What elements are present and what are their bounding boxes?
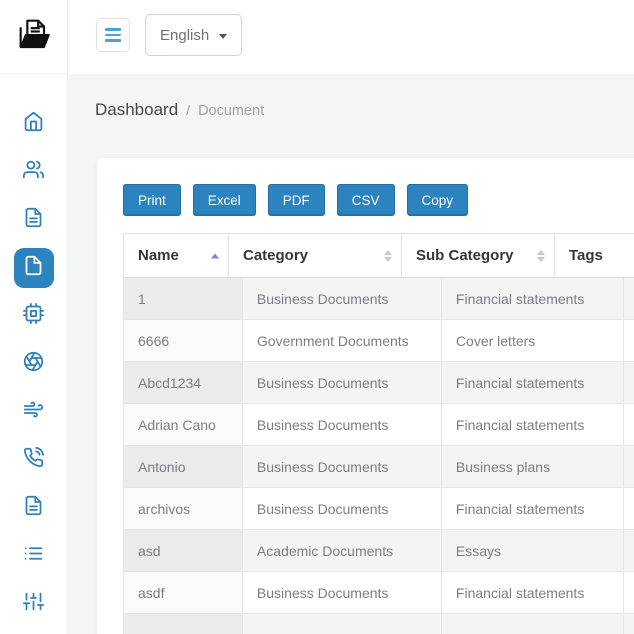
aperture-icon — [23, 351, 44, 377]
table-row-partial — [123, 614, 634, 634]
cell-sub-category — [442, 614, 624, 634]
cell-name — [123, 614, 243, 634]
cell-tags — [623, 572, 634, 614]
cell-name: Abcd1234 — [123, 362, 243, 404]
export-toolbar: Print Excel PDF CSV Copy — [123, 184, 634, 216]
sidebar-item-phone[interactable] — [14, 440, 54, 480]
sidebar-item-aperture[interactable] — [14, 344, 54, 384]
cell-tags — [623, 362, 634, 404]
cell-category — [243, 614, 442, 634]
cell-category: Business Documents — [242, 572, 442, 614]
cpu-icon — [23, 303, 44, 329]
breadcrumb: Dashboard / Document — [95, 100, 634, 120]
sidebar — [0, 0, 68, 634]
hamburger-icon — [105, 28, 121, 42]
cell-sub-category: Business plans — [441, 446, 624, 488]
column-header-category[interactable]: Category — [229, 234, 402, 278]
main-content: Dashboard / Document Print Excel PDF CSV… — [68, 74, 634, 634]
sort-asc-icon — [211, 253, 219, 258]
cell-name: 6666 — [123, 320, 243, 362]
phone-call-icon — [23, 447, 44, 473]
table-row: archivos Business Documents Financial st… — [123, 488, 634, 530]
topbar: English — [68, 0, 634, 74]
table-row: 6666 Government Documents Cover letters — [123, 320, 634, 362]
table-row: Adrian Cano Business Documents Financial… — [123, 404, 634, 446]
table-row: asdf Business Documents Financial statem… — [123, 572, 634, 614]
cell-sub-category: Financial statements — [441, 278, 624, 320]
cell-name: archivos — [123, 488, 243, 530]
column-header-name[interactable]: Name — [123, 234, 229, 278]
file-icon — [23, 255, 44, 281]
cell-name: 1 — [123, 278, 243, 320]
cell-category: Business Documents — [242, 488, 442, 530]
pdf-button[interactable]: PDF — [267, 184, 325, 216]
cell-tags — [623, 320, 634, 362]
cell-category: Business Documents — [242, 362, 442, 404]
table-body: 1 Business Documents Financial statement… — [123, 278, 634, 634]
cell-tags — [623, 278, 634, 320]
folder-document-logo-icon — [14, 14, 54, 59]
cell-tags — [623, 530, 634, 572]
table-row: Antonio Business Documents Business plan… — [123, 446, 634, 488]
sidebar-item-home[interactable] — [14, 104, 54, 144]
cell-tags — [623, 488, 634, 530]
cell-sub-category: Financial statements — [441, 404, 624, 446]
sidebar-item-documents-active[interactable] — [13, 248, 54, 288]
cell-category: Business Documents — [242, 404, 442, 446]
cell-category: Business Documents — [242, 278, 442, 320]
users-icon — [23, 159, 44, 185]
table-header-row: Name Category Sub Category Tags — [123, 233, 634, 278]
document-table-card: Print Excel PDF CSV Copy Name Category S… — [97, 158, 634, 634]
table-row: asd Academic Documents Essays — [123, 530, 634, 572]
column-header-sub-category[interactable]: Sub Category — [402, 234, 555, 278]
csv-button[interactable]: CSV — [336, 184, 395, 216]
cell-category: Academic Documents — [242, 530, 442, 572]
cell-sub-category: Cover letters — [441, 320, 624, 362]
sliders-icon — [23, 591, 44, 617]
breadcrumb-dashboard-link[interactable]: Dashboard — [95, 100, 179, 119]
table-row: 1 Business Documents Financial statement… — [123, 278, 634, 320]
sidebar-item-wind[interactable] — [14, 392, 54, 432]
sidebar-nav — [0, 104, 67, 624]
cell-name: asdf — [123, 572, 243, 614]
file-text-icon — [23, 207, 44, 233]
cell-category: Business Documents — [242, 446, 442, 488]
print-button[interactable]: Print — [123, 184, 181, 216]
sort-both-icon — [384, 249, 392, 262]
chevron-down-icon — [219, 33, 228, 39]
cell-name: asd — [123, 530, 243, 572]
copy-button[interactable]: Copy — [406, 184, 469, 216]
breadcrumb-current-page: Document — [198, 103, 265, 119]
app-logo[interactable] — [0, 0, 67, 74]
document-icon — [23, 495, 44, 521]
cell-tags — [624, 614, 634, 634]
sidebar-item-cpu[interactable] — [14, 296, 54, 336]
cell-name: Antonio — [123, 446, 243, 488]
cell-sub-category: Financial statements — [441, 362, 624, 404]
language-dropdown-value: English — [160, 26, 210, 44]
cell-sub-category: Financial statements — [441, 572, 624, 614]
cell-tags — [623, 446, 634, 488]
sidebar-item-users[interactable] — [14, 152, 54, 192]
table-row: Abcd1234 Business Documents Financial st… — [123, 362, 634, 404]
language-dropdown[interactable]: English — [145, 14, 243, 56]
cell-sub-category: Essays — [441, 530, 624, 572]
sidebar-item-file-text[interactable] — [14, 200, 54, 240]
excel-button[interactable]: Excel — [192, 184, 256, 216]
column-header-tags[interactable]: Tags — [555, 234, 634, 278]
cell-name: Adrian Cano — [123, 404, 243, 446]
home-icon — [23, 111, 44, 137]
documents-table: Name Category Sub Category Tags — [123, 233, 634, 634]
cell-tags — [623, 404, 634, 446]
sort-both-icon — [537, 249, 545, 262]
sidebar-item-document[interactable] — [14, 488, 54, 528]
cell-category: Government Documents — [242, 320, 442, 362]
sidebar-item-list[interactable] — [14, 536, 54, 576]
menu-toggle-button[interactable] — [96, 18, 130, 52]
wind-icon — [23, 399, 44, 425]
list-icon — [23, 543, 44, 569]
cell-sub-category: Financial statements — [441, 488, 624, 530]
sidebar-item-settings[interactable] — [14, 584, 54, 624]
breadcrumb-separator: / — [186, 102, 191, 118]
